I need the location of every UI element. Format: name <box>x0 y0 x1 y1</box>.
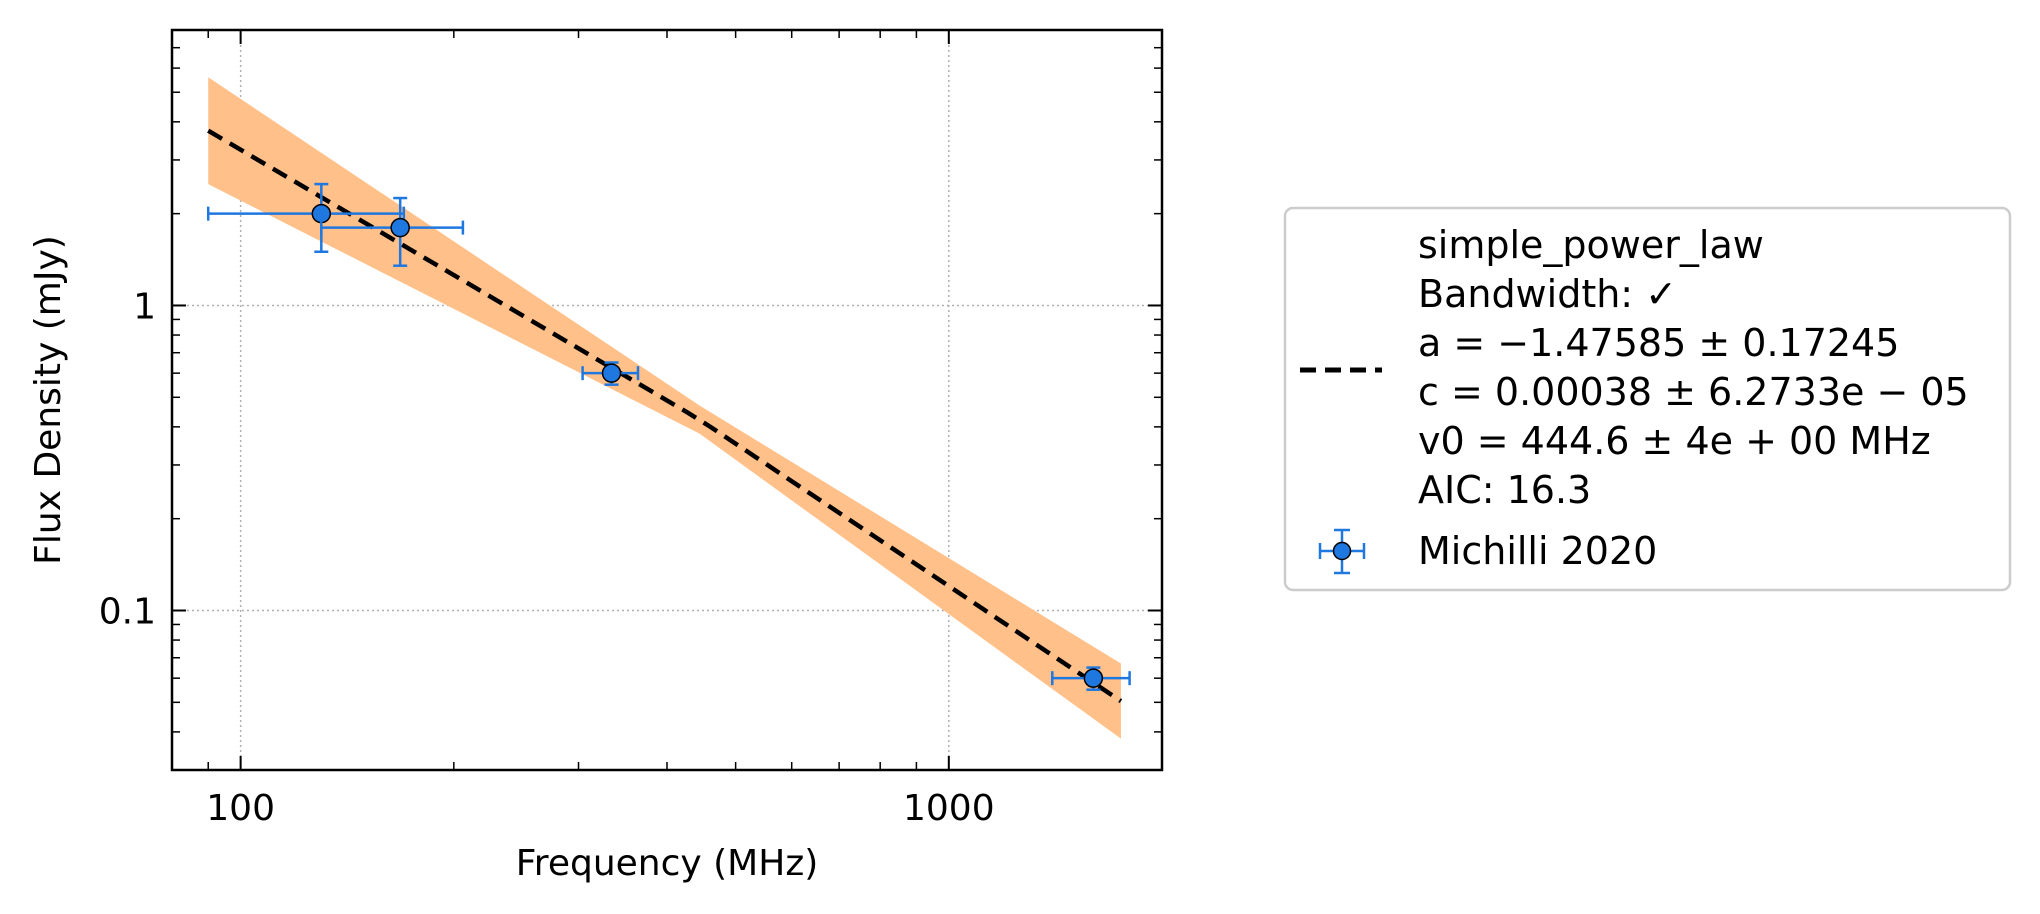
data-marker <box>311 203 332 224</box>
x-axis-label: Frequency (MHz) <box>516 843 819 884</box>
data-point <box>320 196 465 267</box>
data-marker <box>390 217 410 238</box>
fit-uncertainty-band <box>208 77 1121 739</box>
fit-line-layer <box>207 128 1123 703</box>
axis-ticks <box>172 30 1162 770</box>
y-tick-label: 1 <box>133 286 156 327</box>
y-axis-label: Flux Density (mJy) <box>28 235 69 565</box>
fit-band <box>208 77 1121 739</box>
legend-fit-bandwidth: Bandwidth: ✓ <box>1418 272 1677 316</box>
legend-box <box>1283 206 2012 592</box>
x-tick-label: 100 <box>206 788 275 829</box>
data-point <box>1051 666 1131 691</box>
y-tick-label: 0.1 <box>99 592 156 633</box>
x-tick-label: 1000 <box>903 788 995 829</box>
legend-fit-param-a: a = −1.47585 ± 0.17245 <box>1418 321 1899 365</box>
legend-fit-name: simple_power_law <box>1418 223 1764 267</box>
legend-fit-param-c: c = 0.00038 ± 6.2733e − 05 <box>1418 370 1969 414</box>
fit-line <box>207 128 1123 703</box>
data-point <box>581 361 640 386</box>
tick-labels: 100 1000 0.1 1 <box>99 286 995 829</box>
legend-data-swatch <box>1318 528 1366 575</box>
legend: simple_power_law Bandwidth: ✓ a = −1.475… <box>1283 206 2012 592</box>
data-points <box>206 182 1131 691</box>
data-marker <box>1083 668 1104 688</box>
data-marker <box>601 363 622 383</box>
legend-fit-param-v0: v0 = 444.6 ± 4e + 00 MHz <box>1418 419 1931 463</box>
legend-data-label: Michilli 2020 <box>1418 529 1657 573</box>
legend-fit-aic: AIC: 16.3 <box>1418 468 1591 512</box>
